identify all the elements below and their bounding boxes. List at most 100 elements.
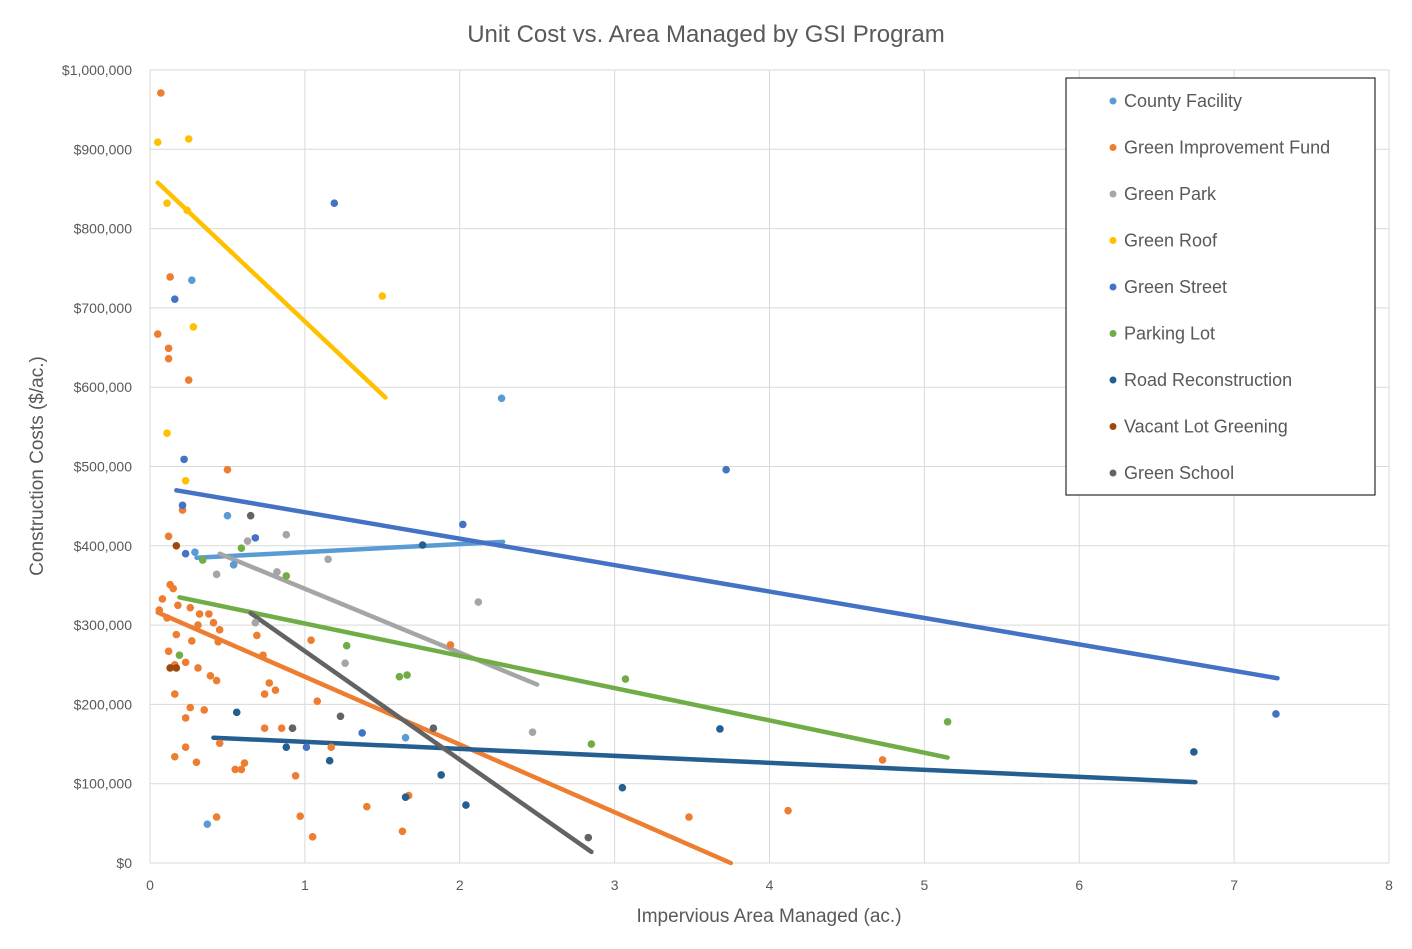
point-green-improvement-fund (307, 636, 315, 644)
point-green-street (178, 501, 187, 510)
point-green-improvement-fund (215, 626, 224, 634)
point-county-facility (203, 820, 212, 828)
point-green-improvement-fund (878, 756, 887, 764)
point-green-street (459, 520, 467, 529)
legend-label-road-reconstruction: Road Reconstruction (1124, 370, 1292, 390)
point-green-improvement-fund (260, 690, 269, 698)
x-tick-label: 3 (611, 877, 619, 893)
point-green-improvement-fund (194, 621, 202, 629)
y-tick-label: $400,000 (74, 538, 133, 554)
point-green-street (180, 455, 188, 464)
y-tick-label: $100,000 (74, 776, 133, 792)
point-green-street (170, 295, 179, 303)
legend-label-vacant-lot-greening: Vacant Lot Greening (1124, 417, 1288, 437)
legend-label-green-park: Green Park (1124, 184, 1217, 204)
point-green-improvement-fund (192, 758, 201, 767)
point-green-improvement-fund (308, 833, 317, 841)
legend-marker-vacant-lot-greening (1109, 423, 1117, 430)
point-green-improvement-fund (164, 354, 173, 363)
y-tick-label: $200,000 (74, 696, 133, 712)
point-green-street (330, 199, 339, 208)
data-points (153, 89, 1280, 842)
y-tick-label: $800,000 (74, 221, 133, 237)
point-parking-lot (395, 672, 404, 681)
point-green-improvement-fund (186, 703, 195, 712)
point-green-street (251, 534, 260, 542)
point-green-park (528, 728, 537, 736)
y-tick-label: $600,000 (74, 379, 133, 395)
legend-marker-county-facility (1109, 97, 1117, 105)
legend-marker-green-roof (1109, 237, 1117, 244)
point-green-park (324, 555, 332, 564)
point-road-reconstruction (1190, 748, 1198, 756)
point-green-improvement-fund (212, 813, 221, 821)
point-green-roof (184, 135, 193, 143)
x-tick-label: 8 (1385, 877, 1393, 893)
legend-label-green-improvement-fund: Green Improvement Fund (1124, 138, 1330, 158)
point-green-improvement-fund (313, 697, 322, 706)
point-green-street (1272, 710, 1280, 718)
point-vacant-lot-greening (172, 664, 181, 672)
point-green-roof (153, 138, 162, 146)
y-tick-label: $500,000 (74, 459, 133, 475)
point-green-park (282, 530, 291, 539)
point-green-improvement-fund (174, 601, 182, 610)
point-road-reconstruction (325, 756, 334, 765)
point-parking-lot (198, 556, 207, 564)
legend-label-green-street: Green Street (1124, 277, 1227, 297)
point-green-improvement-fund (164, 532, 173, 541)
point-county-facility (497, 394, 506, 403)
point-green-roof (163, 199, 171, 208)
legend-label-green-roof: Green Roof (1124, 231, 1218, 251)
point-green-street (722, 465, 730, 474)
point-green-improvement-fund (172, 630, 181, 639)
point-road-reconstruction (437, 771, 445, 779)
point-green-school (336, 712, 345, 721)
point-green-street (302, 743, 311, 752)
trendline-green-improvement-fund (155, 610, 734, 866)
point-county-facility (191, 548, 199, 556)
point-green-park (341, 659, 349, 667)
point-green-improvement-fund (153, 330, 162, 338)
point-vacant-lot-greening (172, 542, 181, 550)
point-parking-lot (621, 675, 630, 683)
trendline-parking-lot (177, 595, 950, 760)
point-green-improvement-fund (265, 679, 274, 687)
x-tick-label: 7 (1230, 877, 1238, 893)
tick-labels: $0 $100,000 $200,000 $300,000 $400,000 $500,0… (62, 62, 1393, 893)
point-county-facility (223, 511, 232, 520)
point-green-school (246, 511, 255, 520)
point-green-improvement-fund (158, 595, 167, 603)
point-green-park (243, 537, 252, 545)
legend-marker-green-park (1109, 190, 1117, 198)
point-green-park (474, 598, 483, 606)
point-green-improvement-fund (170, 690, 179, 698)
point-green-improvement-fund (259, 651, 267, 660)
point-green-improvement-fund (277, 724, 286, 732)
point-green-park (212, 570, 221, 579)
x-tick-label: 4 (766, 877, 774, 893)
legend-label-parking-lot: Parking Lot (1124, 324, 1215, 344)
point-green-park (251, 618, 260, 627)
point-green-improvement-fund (685, 813, 693, 821)
legend-label-county-facility: County Facility (1124, 91, 1242, 111)
point-green-improvement-fund (155, 606, 164, 614)
trendline-green-school (248, 610, 594, 855)
y-tick-label: $0 (116, 855, 132, 871)
point-green-improvement-fund (200, 706, 209, 714)
point-green-improvement-fund (186, 603, 195, 612)
point-green-improvement-fund (223, 465, 232, 474)
point-green-improvement-fund (214, 637, 222, 646)
point-green-improvement-fund (398, 827, 407, 836)
legend-label-green-school: Green School (1124, 463, 1234, 483)
point-green-street (181, 549, 190, 558)
point-green-improvement-fund (181, 658, 190, 667)
point-parking-lot (587, 740, 596, 748)
trendline-road-reconstruction (211, 735, 1198, 785)
trendlines (155, 180, 1280, 866)
point-road-reconstruction (716, 725, 724, 733)
trendline-green-park (217, 551, 540, 687)
x-tick-label: 1 (301, 877, 309, 893)
